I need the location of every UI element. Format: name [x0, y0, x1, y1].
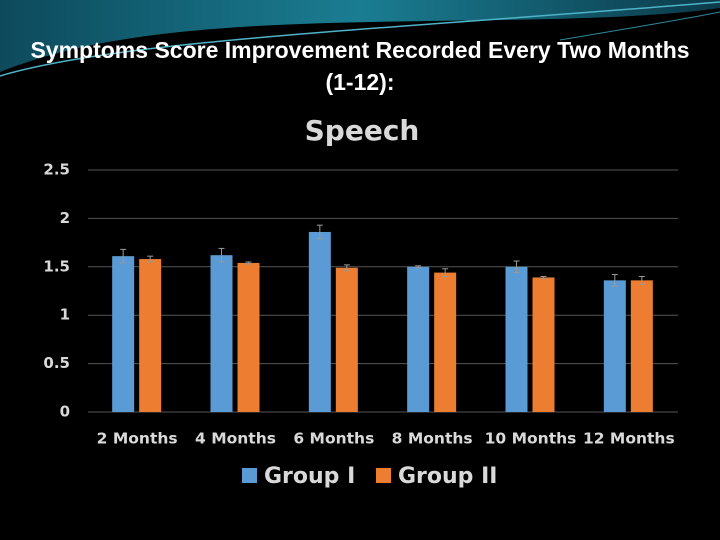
y-tick-label: 0.5 [43, 354, 70, 372]
bar [630, 280, 653, 412]
bar [210, 255, 233, 412]
bar [532, 277, 555, 412]
x-tick-label: 6 Months [293, 430, 374, 448]
legend-swatch [376, 468, 391, 483]
x-tick-label: 12 Months [583, 430, 675, 448]
header-wave-line [559, 11, 720, 41]
y-tick-label: 0 [60, 403, 70, 421]
bar [505, 266, 528, 412]
chart-title: Speech [305, 114, 420, 147]
bar [335, 267, 358, 412]
bar [237, 262, 260, 412]
header-wave [0, 0, 720, 72]
y-tick-label: 2.5 [43, 161, 70, 179]
bar [112, 256, 135, 412]
x-tick-label: 10 Months [485, 430, 577, 448]
bar [308, 231, 331, 412]
y-tick-label: 2 [60, 209, 70, 227]
x-tick-label: 8 Months [392, 430, 473, 448]
header-wave-line [0, 1, 720, 77]
legend-label: Group I [264, 464, 355, 489]
slide-title: Symptoms Score Improvement Recorded Ever… [30, 37, 690, 95]
legend-label: Group II [398, 464, 497, 489]
x-tick-label: 4 Months [195, 430, 276, 448]
legend-swatch [242, 468, 257, 483]
y-tick-label: 1 [60, 306, 70, 324]
bar [434, 272, 457, 412]
x-tick-label: 2 Months [97, 430, 178, 448]
bar [139, 259, 162, 412]
y-tick-label: 1.5 [43, 257, 70, 275]
bar [407, 266, 430, 412]
bar [603, 280, 626, 412]
